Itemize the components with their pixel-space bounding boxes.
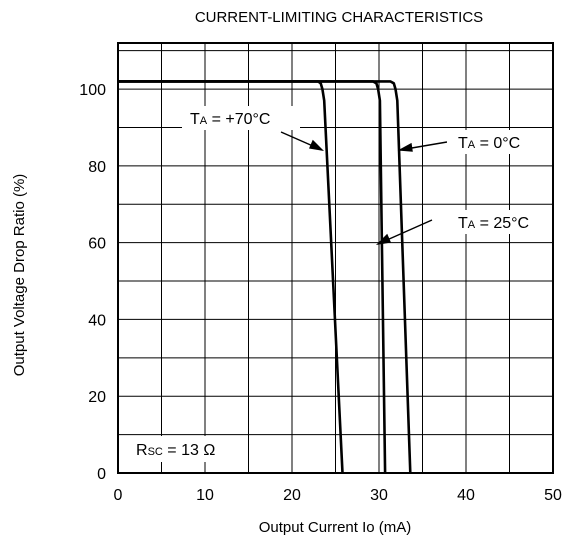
- x-tick-label: 0: [114, 487, 123, 504]
- x-tick-label: 40: [457, 487, 475, 504]
- label-bg-rsc: [130, 436, 242, 462]
- x-axis-label: Output Current Io (mA): [259, 519, 412, 536]
- label-bg-70c: [182, 106, 300, 130]
- annotation-arrows: [280, 131, 448, 246]
- annotation-0c: TA = 0°C: [458, 135, 520, 152]
- y-axis-label: Output Voltage Drop Ratio (%): [11, 174, 28, 377]
- x-tick-labels: 0 10 20 30 40 50: [114, 487, 562, 504]
- series-line-2: [118, 80, 412, 474]
- label-bg-25c: [446, 210, 550, 234]
- y-tick-label: 80: [88, 159, 106, 176]
- label-bg-0c: [447, 130, 541, 154]
- y-tick-label: 20: [88, 389, 106, 406]
- x-tick-label: 50: [544, 487, 562, 504]
- arrowhead-70c: [309, 139, 325, 152]
- x-tick-label: 30: [370, 487, 388, 504]
- series-line-0: [118, 80, 344, 474]
- arrowhead-25c: [375, 233, 391, 246]
- y-tick-label: 60: [88, 236, 106, 253]
- y-tick-label: 40: [88, 312, 106, 329]
- x-tick-label: 20: [283, 487, 301, 504]
- series-group: [118, 80, 412, 474]
- y-tick-label: 0: [97, 466, 106, 483]
- y-tick-label: 100: [79, 82, 106, 99]
- annotation-rsc: RSC = 13 Ω: [136, 442, 215, 459]
- annotation-25c: TA = 25°C: [458, 215, 529, 232]
- arrowhead-0c: [397, 142, 413, 152]
- annotation-70c: TA = +70°C: [190, 111, 270, 128]
- chart-title: CURRENT-LIMITING CHARACTERISTICS: [195, 9, 483, 26]
- series-line-1: [118, 80, 387, 474]
- y-tick-labels: 0 20 40 60 80 100: [79, 82, 106, 483]
- plot-frame: [117, 42, 554, 474]
- x-tick-label: 10: [196, 487, 214, 504]
